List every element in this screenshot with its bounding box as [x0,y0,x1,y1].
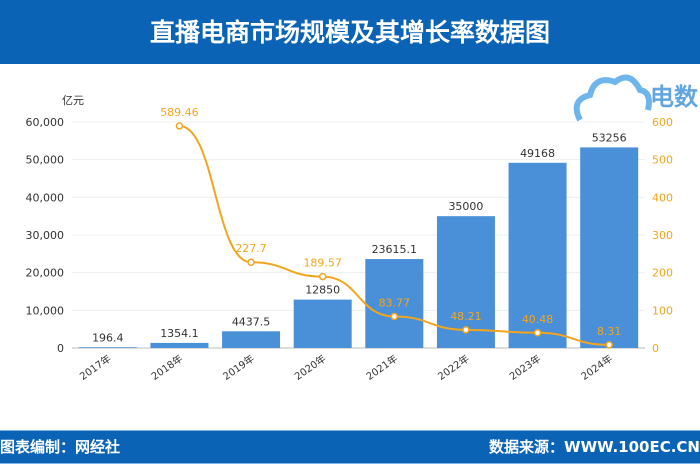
y2-tick-label: 100 [652,304,673,317]
bar-label: 4437.5 [232,315,271,328]
y-tick-label: 40,000 [26,191,65,204]
y2-tick-label: 500 [652,154,673,167]
bar-label: 12850 [305,284,340,297]
bar-label: 23615.1 [372,243,418,256]
y-tick-label: 10,000 [26,304,65,317]
line-point [533,329,542,337]
bar [150,342,209,348]
line-point [318,272,327,281]
line-point [605,341,613,349]
logo: 电数 [570,70,700,130]
x-tick-label: 2017年 [77,352,113,383]
bar [365,259,424,348]
bar [222,331,281,348]
footer-credit: 图表编制：网经社 [0,438,121,456]
bar-label: 1354.1 [160,327,199,340]
line-point [175,122,184,130]
y2-tick-label: 400 [652,191,673,204]
line-label: 83.77 [379,296,411,309]
page-title: 直播电商市场规模及其增长率数据图 [0,0,700,64]
y2-tick-label: 200 [652,267,673,280]
x-tick-label: 2019年 [220,352,256,383]
x-tick-label: 2021年 [364,352,400,383]
y-tick-label: 20,000 [26,267,65,280]
line-label: 48.21 [450,310,482,323]
bar-label: 53256 [592,131,627,144]
y2-tick-label: 300 [652,229,673,242]
y-axis-label: 亿元 [62,94,84,107]
y-tick-label: 0 [57,342,64,355]
chart: 0 10,000 20,000 30,000 40,000 50,000 60,000 0 10… [26,94,674,383]
x-tick-label: 2023年 [507,352,543,383]
footer-source: 数据来源：WWW.100EC.CN [489,438,700,456]
bar [508,162,567,348]
line-label: 40.48 [522,313,554,326]
bar [436,216,495,348]
line-point [390,312,399,321]
y2-tick-label: 0 [652,342,659,355]
bar [293,299,352,348]
bar [78,347,137,348]
y2-tick-label: 600 [652,116,673,129]
bar-label: 196.4 [92,331,124,344]
line-point [462,326,470,334]
line-label: 589.46 [160,106,199,119]
line-label: 227.7 [235,242,267,255]
line-label: 189.57 [303,257,342,270]
line-point [247,258,255,266]
line-label: 8.31 [597,325,622,338]
svg-text:电数: 电数 [650,83,699,111]
x-tick-label: 2020年 [292,352,328,383]
bar [580,147,639,348]
y-tick-label: 60,000 [26,116,65,129]
bar-label: 49168 [520,147,555,160]
y-tick-label: 50,000 [26,154,65,167]
x-tick-label: 2018年 [149,352,185,383]
x-tick-label: 2024年 [578,352,614,383]
y-tick-label: 30,000 [26,229,65,242]
footer: 图表编制：网经社 数据来源：WWW.100EC.CN [0,430,700,464]
x-tick-label: 2022年 [435,352,471,383]
bar-label: 35000 [448,200,483,213]
